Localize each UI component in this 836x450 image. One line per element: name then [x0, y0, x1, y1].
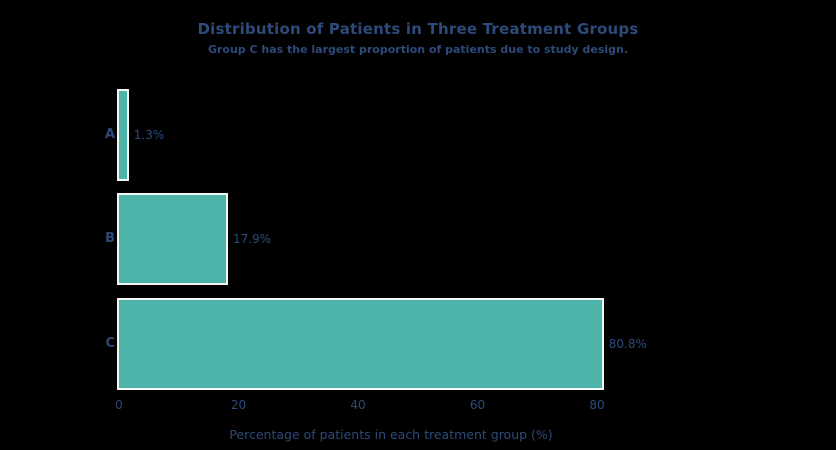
- x-tick-label: 20: [230, 398, 247, 412]
- x-tick-label: 80: [589, 398, 605, 412]
- bar-category-label: A: [104, 127, 115, 142]
- bar: [117, 193, 228, 285]
- x-tick-label: 0: [115, 398, 123, 412]
- x-tick-label: 40: [350, 398, 366, 412]
- chart-title: Distribution of Patients in Three Treatm…: [197, 20, 639, 38]
- bar-value-label: 80.8%: [608, 337, 647, 351]
- chart-subtitle: Group C has the largest proportion of pa…: [207, 43, 629, 56]
- bar-category-label: C: [105, 336, 115, 351]
- x-tick-label: 60: [469, 398, 486, 412]
- x-axis-label: Percentage of patients in each treatment…: [229, 427, 553, 442]
- bar-value-label: 17.9%: [232, 232, 272, 246]
- bar: [117, 298, 604, 390]
- bar-category-label: B: [105, 231, 115, 246]
- bar: [117, 89, 129, 181]
- bar-value-label: 1.3%: [133, 128, 165, 142]
